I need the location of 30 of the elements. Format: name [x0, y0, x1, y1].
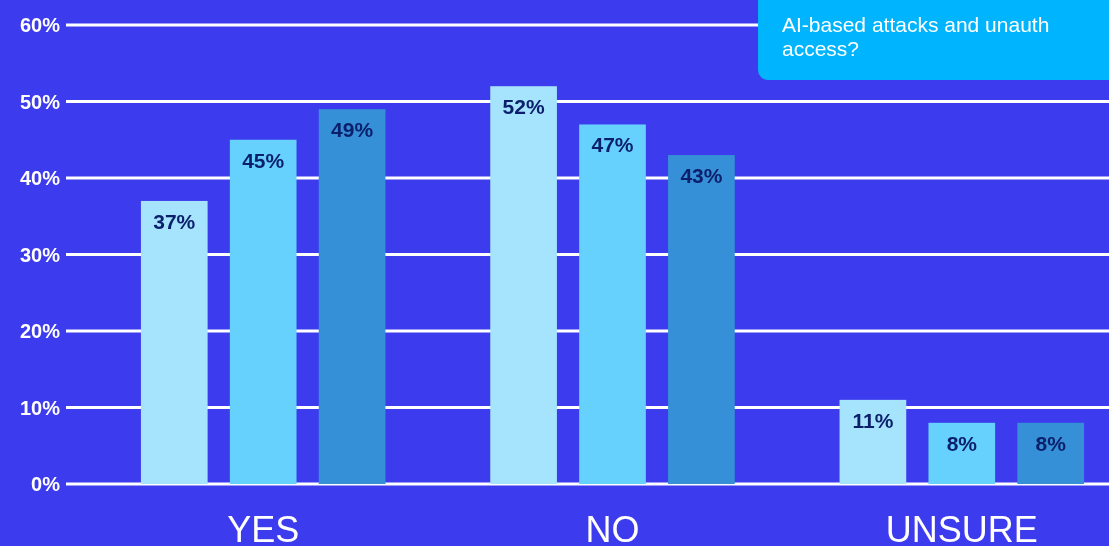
y-tick-label: 30%	[19, 243, 61, 266]
data-label: 47%	[591, 133, 634, 157]
y-tick-label: 60%	[19, 14, 61, 36]
y-tick-label: 50%	[19, 90, 61, 113]
y-tick-label: 20%	[19, 320, 61, 342]
x-tick-label: UNSURE	[885, 509, 1038, 546]
x-tick-label: NO	[585, 509, 640, 546]
bar	[229, 139, 297, 484]
y-tick-label: 10%	[19, 396, 61, 419]
bar	[839, 399, 907, 484]
bar	[140, 200, 208, 484]
bar	[318, 109, 386, 484]
data-label: 52%	[502, 95, 545, 119]
x-tick-label: YES	[227, 509, 300, 546]
bar	[1017, 422, 1085, 484]
data-label: 43%	[680, 164, 723, 188]
data-label: 49%	[331, 118, 374, 142]
y-tick-label: 40%	[19, 167, 61, 189]
bar	[579, 124, 646, 484]
bar	[668, 155, 735, 484]
data-label: 37%	[153, 209, 196, 233]
data-label: 45%	[242, 148, 285, 172]
annotation: AI-based attacks and unauth	[782, 13, 1050, 36]
y-tick-label: 0%	[31, 473, 61, 495]
data-label: 11%	[852, 408, 894, 432]
bar	[928, 422, 996, 484]
data-label: 8%	[946, 431, 978, 455]
data-label: 8%	[1035, 431, 1067, 455]
bar	[490, 86, 557, 484]
annotation: access?	[782, 37, 860, 60]
